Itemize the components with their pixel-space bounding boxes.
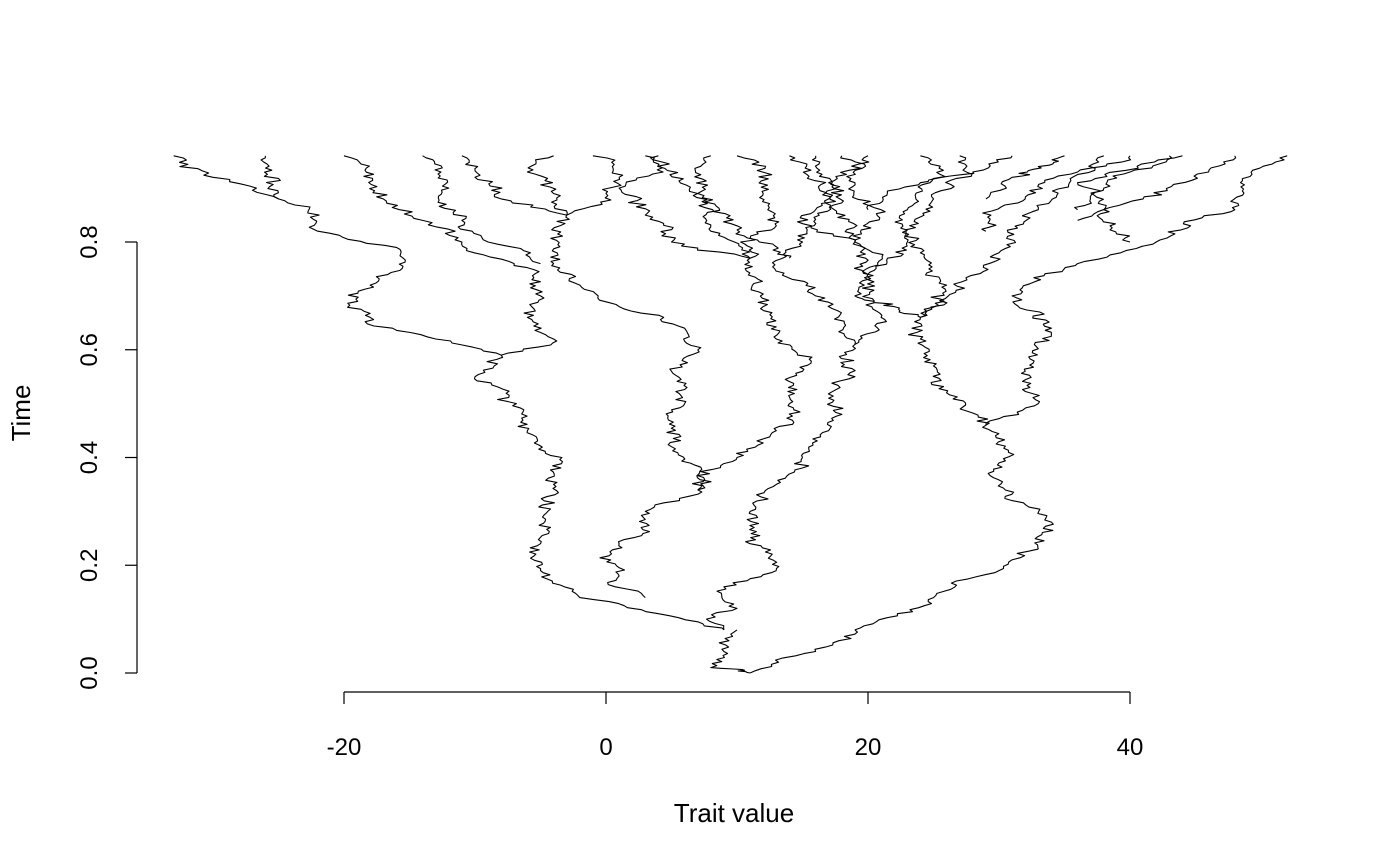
y-tick-label: 0.2	[76, 549, 103, 582]
lineage-path-13	[696, 403, 801, 491]
lineage-path-1	[749, 629, 858, 674]
lineage-path-21	[566, 155, 624, 216]
plot-lines	[173, 155, 1288, 674]
lineage-path-8	[982, 424, 1054, 550]
x-ticks: -20 0 20 40	[327, 692, 1144, 761]
lineage-path-2	[473, 354, 725, 631]
lineage-path-32	[867, 155, 973, 275]
lineage-path-38	[1077, 155, 1183, 243]
lineage-path-9	[907, 317, 990, 426]
lineage-path-31	[789, 155, 869, 275]
lineage-path-0	[710, 629, 751, 674]
x-tick-label: 40	[1117, 734, 1144, 761]
lineage-path-25	[618, 155, 751, 259]
y-tick-label: 0.6	[76, 333, 103, 366]
lineage-path-17	[260, 155, 502, 356]
lineage-path-41	[650, 155, 792, 259]
lineage-path-3	[705, 570, 777, 630]
lineage-path-24	[694, 155, 751, 259]
lineage-path-7	[801, 344, 856, 458]
y-axis: 0.0 0.2 0.4 0.6 0.8	[76, 225, 138, 690]
y-ticks: 0.0 0.2 0.4 0.6 0.8	[76, 225, 137, 690]
lineage-path-19	[422, 155, 541, 265]
lineage-path-28	[797, 155, 870, 243]
lineage-path-40	[866, 155, 1013, 210]
lineage-path-14	[744, 257, 813, 405]
lineage-path-34	[920, 155, 1104, 318]
y-tick-label: 0.0	[76, 656, 103, 689]
lineage-path-6	[745, 457, 810, 571]
y-tick-label: 0.8	[76, 225, 103, 258]
y-axis-title: Time	[6, 385, 36, 442]
lineage-path-5	[599, 489, 703, 598]
y-tick-label: 0.4	[76, 441, 103, 474]
lineage-path-16	[343, 155, 515, 265]
lineage-path-29	[840, 155, 886, 243]
x-tick-label: -20	[327, 734, 362, 761]
lineage-path-37	[985, 155, 1065, 200]
x-axis: -20 0 20 40	[327, 691, 1144, 761]
lineage-path-36	[1077, 155, 1237, 221]
lineage-path-4	[854, 548, 1039, 631]
lineage-path-12	[550, 214, 702, 351]
lineage-path-10	[985, 155, 1288, 426]
lineage-path-11	[665, 349, 706, 491]
lineage-path-27	[854, 241, 887, 345]
lineage-path-39	[1074, 155, 1173, 211]
x-axis-title: Trait value	[674, 798, 794, 828]
lineage-path-22	[526, 155, 568, 216]
lineage-path-26	[771, 155, 856, 345]
lineage-path-18	[173, 155, 279, 200]
lineage-path-35	[981, 155, 1132, 232]
x-tick-label: 0	[599, 734, 612, 761]
lineage-path-30	[854, 274, 921, 318]
lineage-path-23	[736, 155, 780, 259]
lineage-path-15	[501, 263, 558, 356]
lineage-path-20	[461, 155, 567, 216]
x-tick-label: 20	[855, 734, 882, 761]
lineage-path-33	[894, 155, 948, 318]
